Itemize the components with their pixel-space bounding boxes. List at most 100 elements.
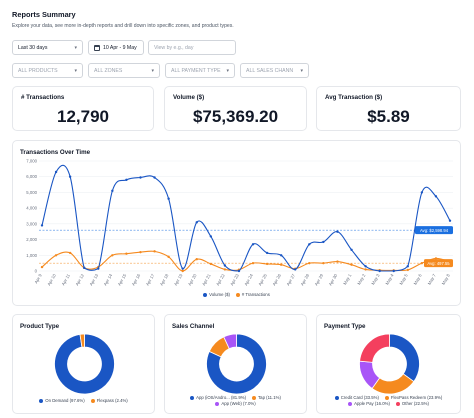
x-tick-label: May 3 (370, 272, 380, 285)
legend-item-volume[interactable]: Volume ($) (203, 292, 230, 297)
legend-label: # Transactions (241, 292, 270, 297)
x-tick-label: Apr 21 (201, 272, 212, 286)
legend-swatch (384, 395, 389, 400)
x-tick-label: May 4 (384, 272, 394, 285)
x-tick-label: Apr 14 (103, 272, 114, 286)
data-point (251, 243, 255, 246)
x-tick-label: Apr 12 (74, 272, 85, 286)
data-point (279, 263, 283, 266)
data-point (364, 268, 367, 271)
data-point (125, 178, 128, 182)
period-select[interactable]: Last 30 days ▾ (12, 40, 83, 55)
legend-item: App (Web) (7.0%) (215, 401, 256, 406)
view-by-input[interactable]: View by e.g., day (148, 40, 236, 55)
pie-slice (359, 333, 390, 363)
legend-item-transactions[interactable]: # Transactions (235, 292, 270, 297)
x-tick-label: Apr 11 (61, 272, 72, 286)
pie-slice (79, 333, 85, 348)
data-point (68, 251, 72, 255)
data-point (251, 261, 255, 265)
kpi-label: Volume ($) (173, 94, 205, 101)
pie-slice (54, 333, 115, 395)
payment-type-select[interactable]: ALL PAYMENT TYPE ▾ (165, 63, 235, 78)
legend-item: App (iOS/Andro... (81.9%) (190, 395, 246, 400)
data-point (265, 262, 269, 266)
calendar-icon (94, 44, 100, 51)
data-point (308, 261, 311, 265)
y-tick-label: 7,000 (26, 159, 37, 164)
chevron-down-icon: ▾ (300, 67, 303, 74)
legend-label: Other (22.5%) (401, 401, 429, 406)
pie-legend: On Demand (97.6%) Flexpass (2.4%) (17, 398, 150, 403)
x-tick-label: Apr 29 (314, 272, 325, 286)
payment-type-card: Payment Type Credit Card (33.5%) FlexPas… (316, 314, 461, 414)
pie-slice (223, 333, 237, 350)
data-point (308, 243, 311, 246)
sales-channel-donut (206, 333, 267, 395)
kpi-value: $5.89 (367, 107, 410, 126)
data-point (350, 263, 353, 266)
data-point (336, 230, 339, 233)
data-point (195, 258, 198, 261)
x-tick-label: Apr 13 (88, 272, 99, 286)
legend-swatch (190, 395, 195, 400)
data-point (448, 219, 452, 222)
data-point (139, 250, 142, 254)
legend-label: Apple Pay (16.0%) (354, 401, 390, 406)
x-tick-label: Apr 25 (257, 272, 268, 286)
data-point (111, 254, 114, 257)
y-tick-label: 0 (35, 269, 38, 274)
sales-channel-select[interactable]: ALL SALES CHANN ▾ (240, 63, 309, 78)
legend-swatch (215, 401, 220, 406)
chevron-down-icon: ▾ (74, 67, 77, 74)
x-tick-label: Apr 15 (117, 272, 128, 286)
data-point (406, 265, 409, 268)
zones-select[interactable]: ALL ZONES ▾ (88, 63, 160, 78)
data-point (139, 176, 142, 179)
data-point (167, 255, 170, 259)
chart-title: Sales Channel (172, 323, 215, 330)
x-tick-label: Apr 22 (215, 272, 226, 286)
kpi-card-volume: Volume ($) $75,369.20 (164, 86, 307, 131)
date-range-picker[interactable]: 10 Apr - 9 May (88, 40, 144, 55)
legend-swatch (395, 401, 400, 406)
sales-channel-select-value: ALL SALES CHANN (246, 67, 294, 74)
chevron-down-icon: ▾ (151, 67, 154, 74)
x-tick-label: Apr 23 (229, 272, 240, 286)
legend-label: Credit Card (33.5%) (340, 395, 379, 400)
data-point (181, 269, 184, 273)
x-tick-label: Apr 26 (271, 272, 282, 286)
data-point (294, 268, 297, 271)
x-tick-label: Apr 9 (33, 272, 43, 284)
x-tick-label: Apr 10 (46, 272, 57, 286)
pie-legend: Credit Card (33.5%) FlexPass Redeem (23.… (321, 395, 456, 406)
data-point (237, 269, 241, 273)
data-point (40, 265, 44, 269)
legend-item: Credit Card (33.5%) (334, 395, 379, 400)
data-point (279, 254, 283, 257)
products-select[interactable]: ALL PRODUCTS ▾ (12, 63, 83, 78)
data-point (434, 195, 438, 198)
data-point (181, 267, 184, 270)
data-point (54, 254, 58, 257)
pie-legend: App (iOS/Andro... (81.9%) Tap (11.1%) Ap… (169, 395, 302, 406)
chart-title: Product Type (20, 323, 60, 330)
legend-label: Tap (11.1%) (258, 395, 281, 400)
chevron-down-icon: ▾ (226, 67, 229, 74)
sales-channel-card: Sales Channel App (iOS/Andro... (81.9%) … (164, 314, 307, 414)
legend-item: Tap (11.1%) (252, 395, 281, 400)
legend-item: Apple Pay (16.0%) (348, 401, 390, 406)
legend-swatch (334, 395, 339, 400)
payment-type-select-value: ALL PAYMENT TYPE (171, 67, 221, 74)
page-title: Reports Summary (12, 10, 76, 19)
legend-item: Flexpass (2.4%) (90, 398, 128, 403)
legend-swatch (203, 292, 208, 297)
legend-label: App (iOS/Andro... (81.9%) (196, 395, 247, 400)
y-tick-label: 4,000 (26, 206, 37, 211)
data-point (336, 260, 339, 263)
data-point (195, 221, 198, 224)
zones-select-value: ALL ZONES (94, 67, 123, 74)
date-range-value: 10 Apr - 9 May (103, 44, 137, 51)
legend-swatch (235, 292, 240, 297)
data-point (223, 264, 227, 267)
